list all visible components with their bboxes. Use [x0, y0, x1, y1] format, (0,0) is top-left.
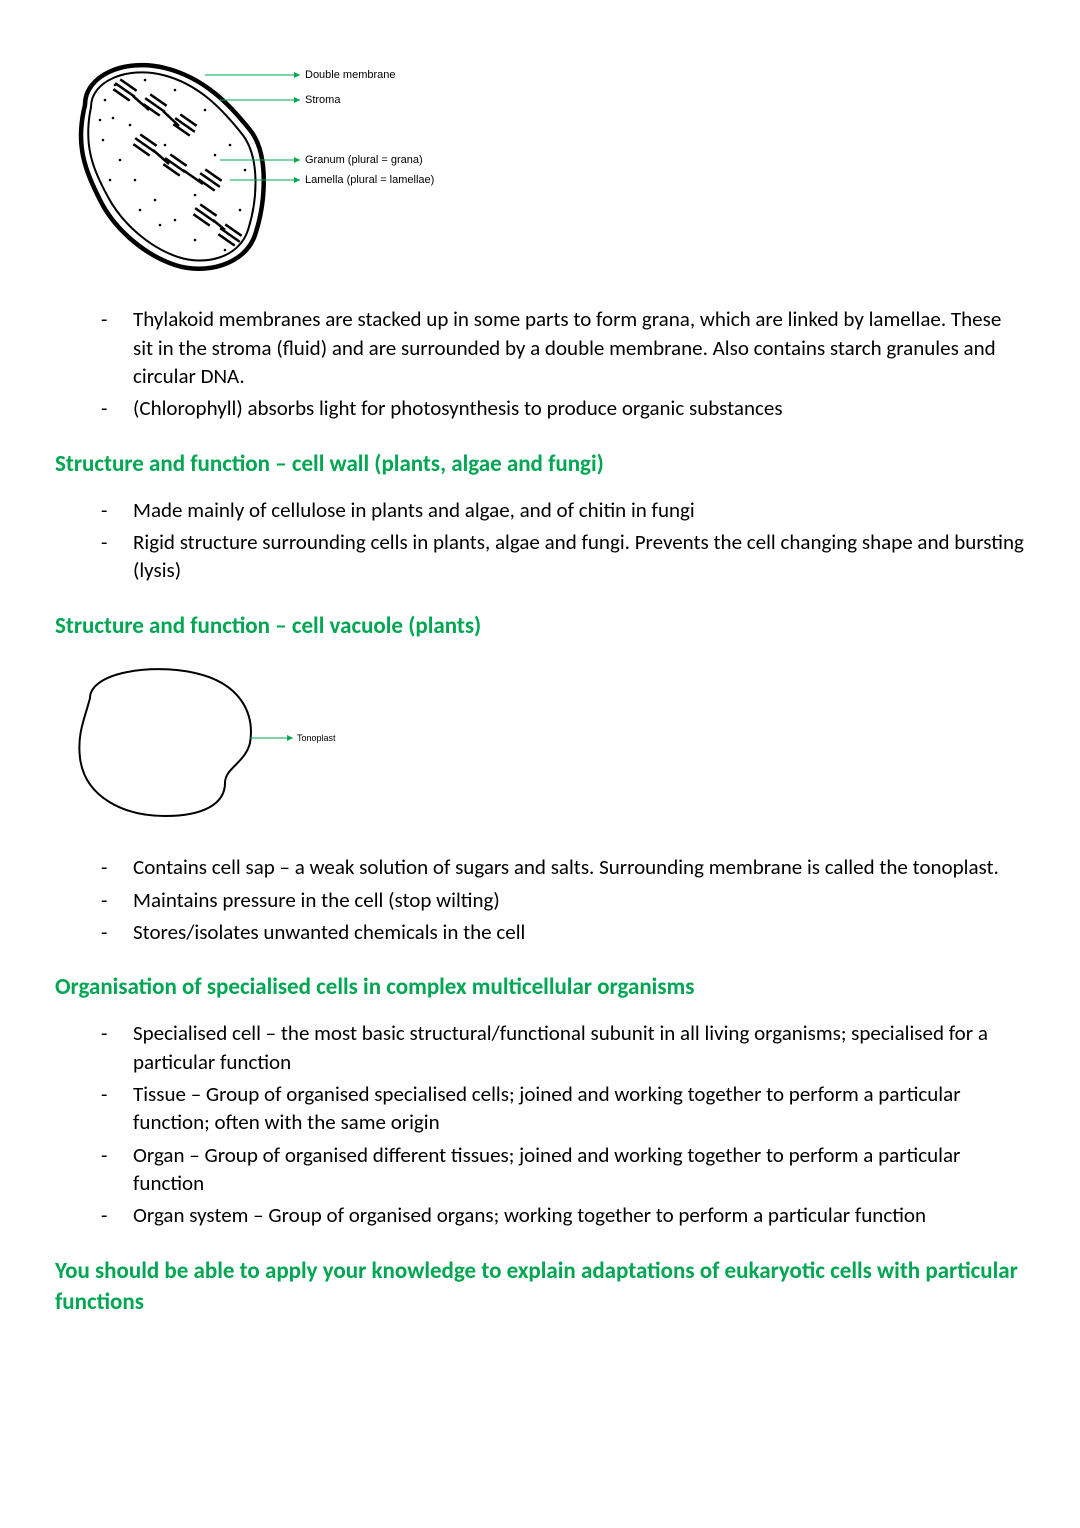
list-item: Contains cell sap – a weak solution of s…: [101, 853, 1025, 881]
list-item: Thylakoid membranes are stacked up in so…: [101, 305, 1025, 390]
label-lamella: Lamella (plural = lamellae): [305, 174, 434, 186]
chloroplast-bullets: Thylakoid membranes are stacked up in so…: [55, 305, 1025, 422]
vacuole-diagram: Tonoplast: [55, 658, 1025, 835]
heading-organisation: Organisation of specialised cells in com…: [55, 972, 1025, 1003]
list-item: Made mainly of cellulose in plants and a…: [101, 496, 1025, 524]
heading-adaptations: You should be able to apply your knowled…: [55, 1256, 1025, 1318]
label-granum: Granum (plural = grana): [305, 154, 423, 166]
label-double-membrane: Double membrane: [305, 69, 396, 81]
label-stroma: Stroma: [305, 94, 341, 106]
label-tonoplast: Tonoplast: [297, 733, 336, 743]
heading-cell-wall: Structure and function – cell wall (plan…: [55, 449, 1025, 480]
list-item: (Chlorophyll) absorbs light for photosyn…: [101, 394, 1025, 422]
vacuole-bullets: Contains cell sap – a weak solution of s…: [55, 853, 1025, 946]
list-item: Stores/isolates unwanted chemicals in th…: [101, 918, 1025, 946]
list-item: Organ – Group of organised different tis…: [101, 1141, 1025, 1198]
chloroplast-diagram: Double membrane Stroma Granum (plural = …: [55, 50, 1025, 287]
cell-wall-bullets: Made mainly of cellulose in plants and a…: [55, 496, 1025, 585]
list-item: Maintains pressure in the cell (stop wil…: [101, 886, 1025, 914]
heading-vacuole: Structure and function – cell vacuole (p…: [55, 611, 1025, 642]
organisation-bullets: Specialised cell – the most basic struct…: [55, 1019, 1025, 1229]
list-item: Tissue – Group of organised specialised …: [101, 1080, 1025, 1137]
list-item: Specialised cell – the most basic struct…: [101, 1019, 1025, 1076]
list-item: Rigid structure surrounding cells in pla…: [101, 528, 1025, 585]
list-item: Organ system – Group of organised organs…: [101, 1201, 1025, 1229]
